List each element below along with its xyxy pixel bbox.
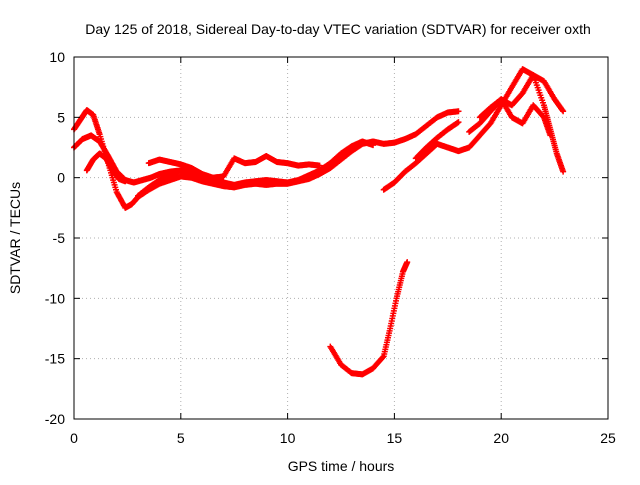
data-points bbox=[71, 66, 567, 378]
data-point bbox=[379, 354, 386, 361]
y-tick-label: 5 bbox=[57, 109, 65, 125]
y-tick-label: -10 bbox=[45, 290, 65, 306]
x-axis-label: GPS time / hours bbox=[288, 458, 395, 474]
data-point bbox=[455, 108, 462, 115]
x-tick-label: 15 bbox=[387, 430, 403, 446]
data-point bbox=[560, 168, 567, 175]
series-trace-4 bbox=[135, 167, 216, 199]
x-tick-label: 10 bbox=[280, 430, 296, 446]
y-tick-label: 10 bbox=[49, 49, 65, 65]
series-trace-6 bbox=[327, 259, 411, 378]
data-point bbox=[122, 178, 129, 185]
series-trace-7 bbox=[380, 66, 567, 193]
y-tick-label: -5 bbox=[53, 230, 66, 246]
series-trace-5 bbox=[145, 152, 323, 181]
series-trace-1 bbox=[71, 107, 462, 211]
series-trace-9 bbox=[466, 96, 554, 139]
x-tick-label: 5 bbox=[177, 430, 185, 446]
data-point bbox=[404, 259, 411, 266]
series-trace-10 bbox=[412, 119, 462, 162]
y-axis-label: SDTVAR / TECUs bbox=[7, 182, 23, 294]
y-tick-label: 0 bbox=[57, 170, 65, 186]
data-point bbox=[547, 132, 554, 139]
series-trace-3 bbox=[83, 150, 129, 185]
x-tick-label: 0 bbox=[70, 430, 78, 446]
y-tick-label: -20 bbox=[45, 411, 65, 427]
x-tick-label: 20 bbox=[493, 430, 509, 446]
grid-lines bbox=[74, 57, 608, 419]
chart-title: Day 125 of 2018, Sidereal Day-to-day VTE… bbox=[85, 21, 591, 37]
data-point bbox=[560, 108, 567, 115]
data-point bbox=[455, 119, 462, 126]
y-tick-label: -15 bbox=[45, 351, 65, 367]
data-point bbox=[370, 142, 377, 149]
y-axis-ticks: 10 5 0 -5 -10 -15 -20 bbox=[45, 49, 608, 427]
x-tick-label: 25 bbox=[600, 430, 616, 446]
data-point bbox=[316, 162, 323, 169]
x-axis-ticks: 0 5 10 15 20 25 bbox=[70, 57, 616, 446]
